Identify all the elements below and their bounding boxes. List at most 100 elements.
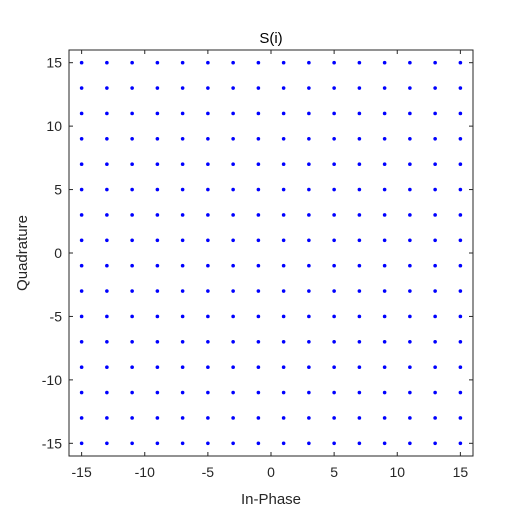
data-point: [231, 137, 235, 141]
data-point: [357, 289, 362, 293]
data-point: [281, 60, 286, 65]
data-point: [382, 390, 387, 395]
data-point: [281, 86, 286, 90]
data-point: [357, 238, 362, 243]
data-point: [256, 390, 261, 395]
data-point: [231, 213, 235, 217]
data-point: [79, 187, 84, 192]
data-point: [206, 213, 210, 217]
data-point: [231, 390, 235, 395]
data-point: [155, 187, 160, 192]
data-point: [206, 111, 210, 116]
data-point: [79, 111, 84, 116]
data-point: [382, 238, 387, 243]
y-tick-label: -10: [42, 372, 62, 388]
data-point: [357, 111, 362, 116]
data-point: [408, 314, 412, 319]
data-point: [332, 187, 336, 192]
data-point: [155, 314, 160, 319]
data-point: [79, 162, 84, 166]
data-point: [206, 263, 210, 268]
data-point: [105, 314, 109, 319]
data-point: [130, 162, 134, 166]
data-point: [382, 137, 387, 141]
data-point: [256, 441, 261, 446]
data-point: [79, 416, 84, 420]
data-point: [206, 390, 210, 395]
data-point: [180, 162, 185, 166]
data-point: [281, 187, 286, 192]
data-point: [357, 365, 362, 369]
data-point: [155, 390, 160, 395]
data-point: [433, 213, 437, 217]
data-point: [307, 289, 311, 293]
data-point: [332, 137, 336, 141]
ticks-layer: -15 -10 -5 0 5 10 15 -15 -10 -5 0 5 10 15: [42, 50, 473, 480]
data-point: [231, 187, 235, 192]
data-point: [458, 238, 463, 243]
data-point: [206, 340, 210, 344]
x-tick-label: -5: [202, 464, 215, 480]
data-point: [105, 187, 109, 192]
data-point: [281, 111, 286, 116]
data-point: [281, 162, 286, 166]
data-point: [357, 60, 362, 65]
data-point: [281, 213, 286, 217]
data-point: [382, 60, 387, 65]
data-point: [382, 340, 387, 344]
data-point: [155, 137, 160, 141]
data-point: [408, 86, 412, 90]
data-point: [307, 441, 311, 446]
data-point: [130, 441, 134, 446]
data-point: [458, 86, 463, 90]
data-point: [332, 365, 336, 369]
data-point: [281, 340, 286, 344]
data-point: [433, 86, 437, 90]
data-point: [458, 314, 463, 319]
data-point: [180, 213, 185, 217]
data-point: [130, 187, 134, 192]
data-point: [408, 441, 412, 446]
data-point: [105, 416, 109, 420]
data-point: [408, 365, 412, 369]
data-point: [79, 60, 84, 65]
data-point: [105, 111, 109, 116]
data-point: [130, 365, 134, 369]
x-tick-label: 10: [389, 464, 405, 480]
data-point: [130, 416, 134, 420]
data-point: [155, 162, 160, 166]
data-point: [256, 86, 261, 90]
data-point: [256, 60, 261, 65]
data-point: [458, 441, 463, 446]
data-point: [332, 111, 336, 116]
data-point: [105, 137, 109, 141]
data-point: [332, 162, 336, 166]
data-point: [332, 441, 336, 446]
data-point: [307, 111, 311, 116]
data-point: [130, 60, 134, 65]
data-point: [332, 289, 336, 293]
data-point: [130, 86, 134, 90]
data-point: [307, 187, 311, 192]
data-point: [79, 238, 84, 243]
data-point: [408, 111, 412, 116]
data-point: [357, 263, 362, 268]
data-point: [408, 390, 412, 395]
data-point: [408, 340, 412, 344]
data-point: [105, 365, 109, 369]
data-point: [79, 86, 84, 90]
data-point: [180, 365, 185, 369]
data-point: [382, 416, 387, 420]
data-point: [231, 111, 235, 116]
data-point: [281, 137, 286, 141]
data-point: [307, 416, 311, 420]
data-point: [231, 238, 235, 243]
data-point: [433, 314, 437, 319]
data-point: [206, 86, 210, 90]
data-point: [281, 416, 286, 420]
data-point: [433, 340, 437, 344]
data-point: [155, 60, 160, 65]
data-point: [433, 162, 437, 166]
data-point: [206, 187, 210, 192]
data-point: [79, 137, 84, 141]
